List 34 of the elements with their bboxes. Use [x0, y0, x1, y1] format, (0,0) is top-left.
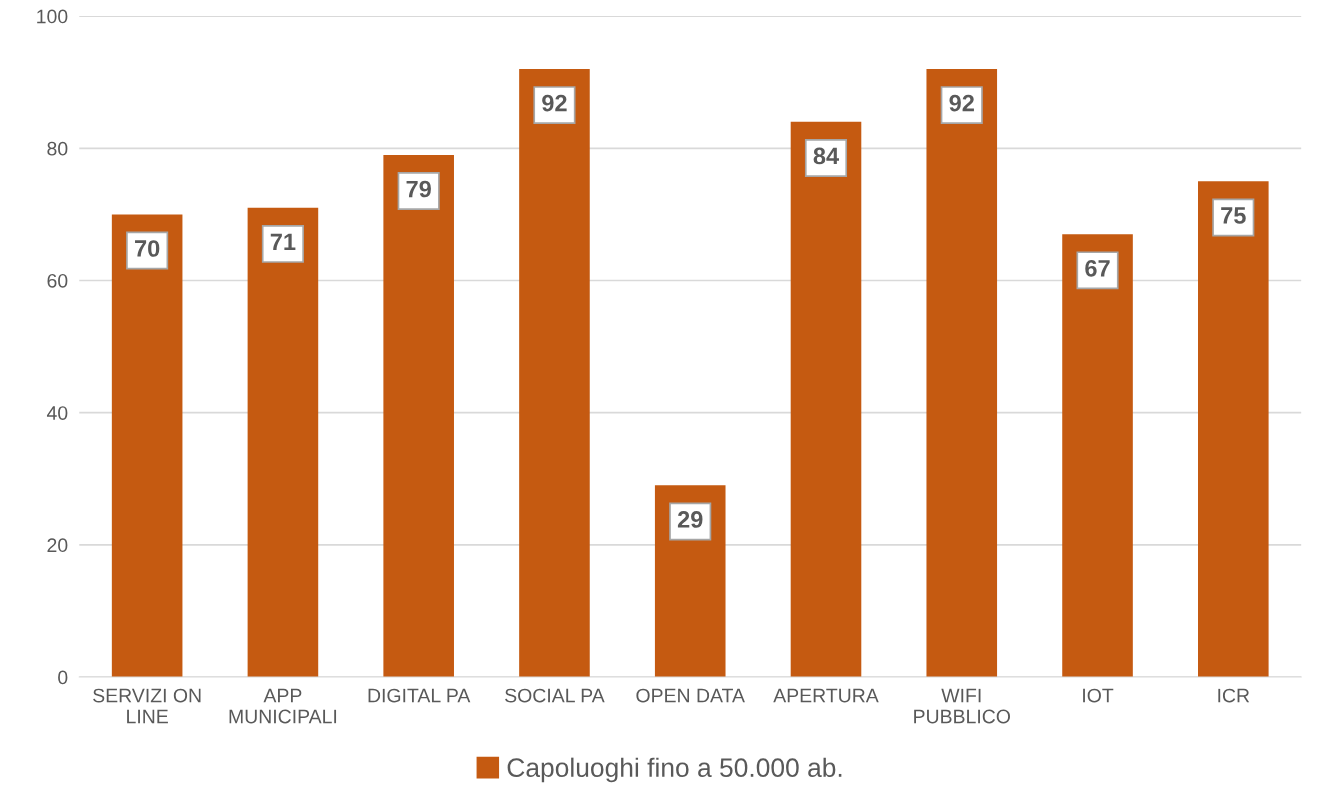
data-label: 84 [813, 147, 839, 165]
y-tick-label: 0 [58, 670, 68, 685]
y-tick-label: 40 [46, 406, 68, 420]
bar [926, 68, 998, 678]
bar [654, 485, 726, 678]
x-tick-label: DIGITAL PA [368, 688, 471, 703]
bar [383, 154, 454, 678]
x-tick-label: ICR [1218, 688, 1250, 703]
x-tick-label: APP MUNICIPALI [229, 688, 337, 724]
x-tick-label: WIFI PUBBLICO [914, 688, 1010, 724]
data-label: 71 [270, 233, 296, 250]
bar [1062, 234, 1133, 678]
data-label: 70 [135, 240, 160, 257]
bar [1198, 181, 1269, 678]
bar [790, 121, 862, 678]
y-tick-label: 80 [47, 141, 68, 156]
y-tick-label: 20 [47, 538, 68, 553]
y-tick-label: 60 [47, 273, 68, 288]
y-tick-label: 100 [37, 9, 68, 24]
x-tick-label: OPEN DATA [636, 688, 745, 703]
data-label: 75 [1221, 207, 1246, 224]
data-label: 92 [949, 94, 974, 112]
data-label: 29 [677, 511, 703, 528]
bar [519, 68, 590, 678]
data-label: 79 [406, 180, 431, 198]
data-label: 67 [1085, 259, 1110, 277]
x-tick-label: IOT [1083, 688, 1114, 703]
bar [247, 207, 319, 678]
legend-label: Capoluoghi fino a 50.000 ab. [507, 757, 842, 783]
data-label: 92 [542, 94, 567, 112]
x-tick-label: SOCIAL PA [505, 688, 605, 703]
bar [111, 214, 183, 678]
x-tick-label: SERVIZI ON LINE [93, 688, 201, 724]
x-tick-label: APERTURA [773, 688, 879, 703]
